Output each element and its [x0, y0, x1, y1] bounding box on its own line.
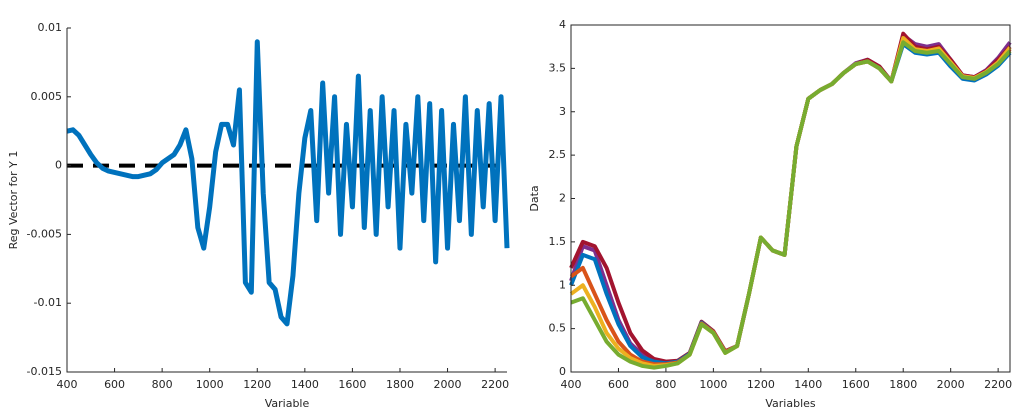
y-tick-label: 0.01 [38, 21, 63, 34]
x-tick-label: 1800 [386, 378, 414, 391]
y-tick-label: 3 [559, 105, 566, 118]
x-tick-label: 2000 [434, 378, 462, 391]
y-tick-label: 0.005 [31, 90, 63, 103]
x-tick-label: 1600 [338, 378, 366, 391]
y-tick-label: 2.5 [549, 148, 567, 161]
data-line [66, 39, 510, 327]
x-axis-label: Variables [765, 397, 816, 410]
x-tick-label: 2000 [937, 378, 965, 391]
x-tick-label: 400 [57, 378, 78, 391]
y-tick-label: 0.5 [549, 322, 567, 335]
x-tick-label: 1200 [747, 378, 775, 391]
x-tick-label: 1800 [889, 378, 917, 391]
x-tick-label: 1600 [842, 378, 870, 391]
x-tick-label: 1200 [243, 378, 271, 391]
y-tick-label: 1.5 [549, 235, 567, 248]
y-tick-label: 0 [55, 159, 62, 172]
x-tick-label: 1000 [196, 378, 224, 391]
y-tick-label: -0.005 [27, 227, 62, 240]
y-axis-label: Reg Vector for Y 1 [7, 151, 20, 250]
x-tick-label: 400 [561, 378, 582, 391]
y-tick-label: -0.01 [34, 296, 62, 309]
y-tick-label: 2 [559, 192, 566, 205]
plot [569, 31, 1012, 370]
x-axis-label: Variable [265, 397, 310, 410]
x-tick-label: 600 [104, 378, 125, 391]
x-tick-label: 800 [655, 378, 676, 391]
y-tick-label: 0 [559, 365, 566, 378]
y-tick-label: -0.015 [27, 365, 62, 378]
x-tick-label: 1400 [291, 378, 319, 391]
y-tick-label: 4 [559, 18, 566, 31]
y-tick-label: 3.5 [549, 61, 567, 74]
x-tick-label: 1000 [699, 378, 727, 391]
x-tick-label: 2200 [481, 378, 509, 391]
plot [66, 39, 510, 327]
y-tick-label: 1 [559, 278, 566, 291]
x-tick-label: 800 [152, 378, 173, 391]
y-axis-label: Data [528, 185, 541, 211]
x-tick-label: 1400 [794, 378, 822, 391]
x-tick-label: 2200 [984, 378, 1012, 391]
x-tick-label: 600 [608, 378, 629, 391]
data-line [570, 40, 1012, 370]
